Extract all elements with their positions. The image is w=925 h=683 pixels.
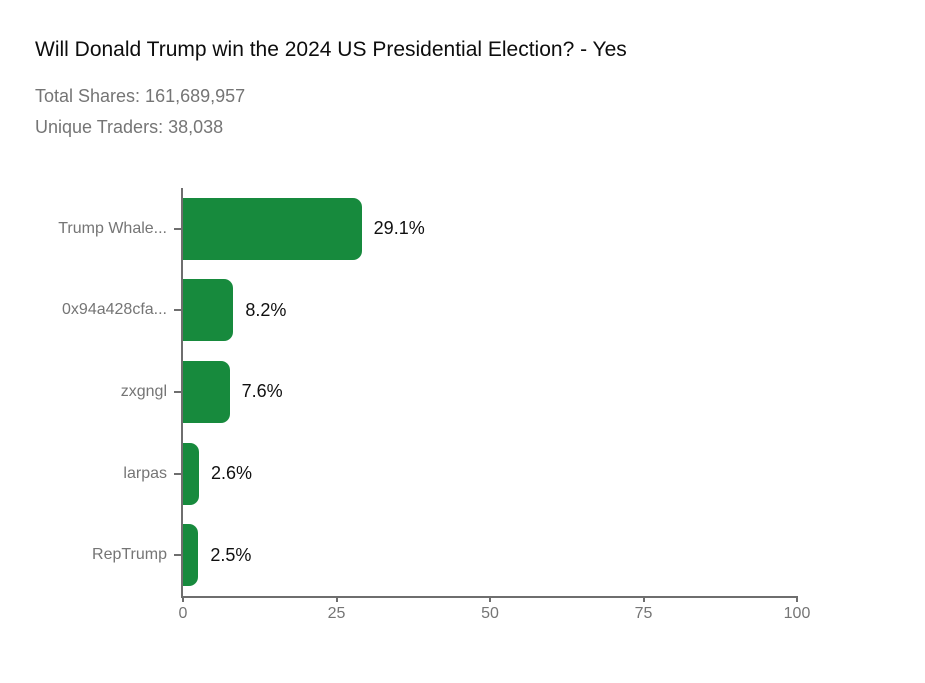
x-axis-tick: [335, 596, 338, 602]
category-label: 0x94a428cfa...: [62, 301, 167, 319]
y-axis-tick: [174, 472, 183, 475]
x-axis-tick: [642, 596, 645, 602]
category-label: larpas: [123, 464, 167, 482]
value-label: 2.6%: [210, 463, 252, 484]
y-axis-tick: [174, 554, 183, 557]
bar-row: RepTrump 2.5%: [92, 514, 797, 596]
value-label: 2.5%: [210, 544, 252, 565]
y-axis-tick: [174, 390, 183, 393]
bar[interactable]: [183, 279, 234, 342]
category-label: Trump Whale...: [58, 219, 167, 237]
plot-area: Trump Whale... 29.1% 0x94a428cfa... 8.2% zxg…: [58, 188, 810, 622]
bar-row: zxgngl 7.6%: [121, 351, 797, 433]
bar-row: Trump Whale... 29.1%: [58, 188, 797, 270]
x-axis-tick-label: 100: [783, 605, 811, 622]
category-label: RepTrump: [92, 546, 167, 564]
category-label: zxgngl: [120, 382, 167, 400]
bar-row: 0x94a428cfa... 8.2%: [62, 270, 797, 352]
value-label: 8.2%: [245, 299, 287, 320]
x-axis-tick: [182, 596, 184, 602]
unique-traders-stat: Unique Traders: 38,038: [35, 117, 224, 137]
bar[interactable]: [183, 197, 362, 260]
chart-title: Will Donald Trump win the 2024 US Presid…: [35, 38, 627, 61]
bar-row: larpas 2.6%: [123, 433, 797, 515]
bar[interactable]: [183, 442, 199, 505]
value-label: 7.6%: [241, 381, 283, 402]
bar[interactable]: [183, 524, 199, 587]
x-axis-tick: [489, 596, 491, 602]
x-axis-tick-label: 0: [178, 605, 188, 622]
x-axis-tick-label: 25: [327, 605, 346, 622]
bar[interactable]: [183, 360, 230, 423]
x-axis-tick-label: 50: [481, 605, 499, 622]
y-axis-tick: [174, 227, 183, 230]
total-shares-stat: Total Shares: 161,689,957: [35, 86, 246, 106]
x-axis-tick-label: 75: [634, 605, 653, 622]
x-axis-tick: [796, 596, 798, 602]
value-label: 29.1%: [373, 218, 425, 239]
y-axis-tick: [174, 309, 183, 312]
